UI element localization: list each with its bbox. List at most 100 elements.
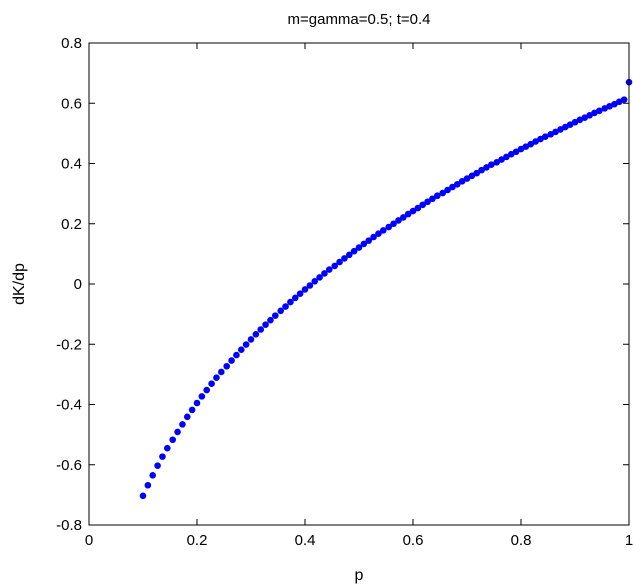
- data-points: [139, 78, 633, 500]
- data-point: [419, 201, 427, 209]
- x-axis-title: p: [355, 567, 364, 584]
- data-point: [399, 214, 407, 221]
- data-point: [409, 207, 417, 215]
- data-point: [350, 247, 358, 255]
- data-point: [316, 274, 323, 281]
- data-point: [404, 210, 412, 218]
- data-point: [493, 158, 501, 166]
- data-point: [282, 303, 289, 310]
- data-point: [174, 428, 181, 436]
- data-point: [277, 307, 285, 315]
- data-point: [488, 161, 495, 168]
- data-point: [306, 282, 314, 289]
- data-point: [390, 220, 397, 228]
- data-point: [458, 177, 466, 185]
- data-point: [193, 399, 201, 407]
- y-tick-label: 0.2: [61, 216, 82, 233]
- data-point: [139, 492, 147, 500]
- data-point: [257, 326, 265, 333]
- data-point: [247, 336, 255, 343]
- data-point: [228, 357, 235, 364]
- data-point: [208, 380, 215, 388]
- data-point: [183, 413, 191, 421]
- data-point: [453, 180, 461, 188]
- x-tick-label: 0.6: [403, 532, 424, 549]
- y-tick-label: 0.6: [61, 95, 82, 112]
- data-point: [527, 140, 535, 148]
- x-tick-label: 0: [85, 532, 93, 549]
- data-point: [203, 386, 211, 394]
- data-point: [512, 148, 520, 156]
- data-point: [267, 316, 274, 324]
- data-point: [473, 169, 481, 177]
- data-point: [355, 244, 363, 251]
- data-point: [188, 406, 196, 414]
- y-tick-label: 0: [74, 276, 82, 293]
- data-point: [375, 230, 382, 237]
- data-point: [468, 172, 476, 180]
- x-tick-label: 0.2: [187, 532, 208, 549]
- data-point: [478, 166, 485, 174]
- data-point: [296, 290, 304, 297]
- y-tick-label: 0.8: [61, 35, 82, 52]
- data-point: [341, 255, 348, 262]
- plot-area-frame: [88, 42, 630, 526]
- x-tick-label: 1: [625, 532, 633, 549]
- y-tick-label: -0.6: [56, 457, 82, 474]
- data-point: [237, 346, 245, 353]
- data-point: [262, 321, 269, 328]
- data-point: [620, 96, 628, 103]
- data-point: [291, 294, 299, 302]
- data-point: [301, 286, 309, 293]
- chart-title: m=gamma=0.5; t=0.4: [288, 11, 431, 28]
- data-point: [463, 175, 471, 182]
- data-point: [483, 164, 490, 171]
- data-point: [331, 262, 339, 270]
- data-point: [223, 362, 230, 370]
- x-tick-label: 0.4: [295, 532, 316, 549]
- data-point: [164, 444, 171, 452]
- data-point: [321, 270, 328, 277]
- data-point: [429, 195, 436, 203]
- data-point: [326, 266, 333, 273]
- y-tick-label: -0.2: [56, 336, 82, 353]
- data-point: [360, 240, 368, 248]
- x-tick-label: 0.8: [511, 532, 532, 549]
- data-point: [159, 453, 166, 460]
- data-point: [311, 277, 319, 285]
- data-point: [144, 481, 152, 489]
- data-point: [242, 341, 250, 348]
- axis-ticks: 0 0.2 0.4 0.6 0.8 1 -0.8 -0.6 -0.4 -0.2 0 0.2 0.4 0.6…: [56, 35, 633, 549]
- y-axis-title: dK/dp: [11, 263, 28, 305]
- data-point: [252, 331, 260, 338]
- data-point: [213, 374, 220, 381]
- data-point: [370, 233, 377, 241]
- data-point: [449, 183, 456, 191]
- data-point: [345, 251, 353, 259]
- data-point: [385, 223, 393, 231]
- data-point: [287, 298, 294, 306]
- data-point: [498, 156, 505, 163]
- data-point: [596, 107, 603, 115]
- y-tick-label: 0.4: [61, 156, 82, 173]
- data-point: [414, 204, 422, 212]
- data-point: [444, 186, 451, 194]
- data-point: [198, 393, 206, 400]
- data-point: [365, 237, 373, 244]
- data-point: [154, 462, 161, 469]
- y-tick-label: -0.8: [56, 517, 82, 534]
- data-point: [503, 153, 510, 161]
- data-point: [336, 258, 343, 266]
- y-tick-label: -0.4: [56, 397, 82, 414]
- data-point: [218, 368, 225, 376]
- data-point: [380, 227, 387, 234]
- data-point: [149, 471, 157, 479]
- data-point: [542, 133, 549, 140]
- data-point: [424, 198, 431, 206]
- data-point: [233, 351, 240, 359]
- data-point: [434, 192, 441, 200]
- data-point: [439, 189, 447, 197]
- data-point: [272, 312, 279, 319]
